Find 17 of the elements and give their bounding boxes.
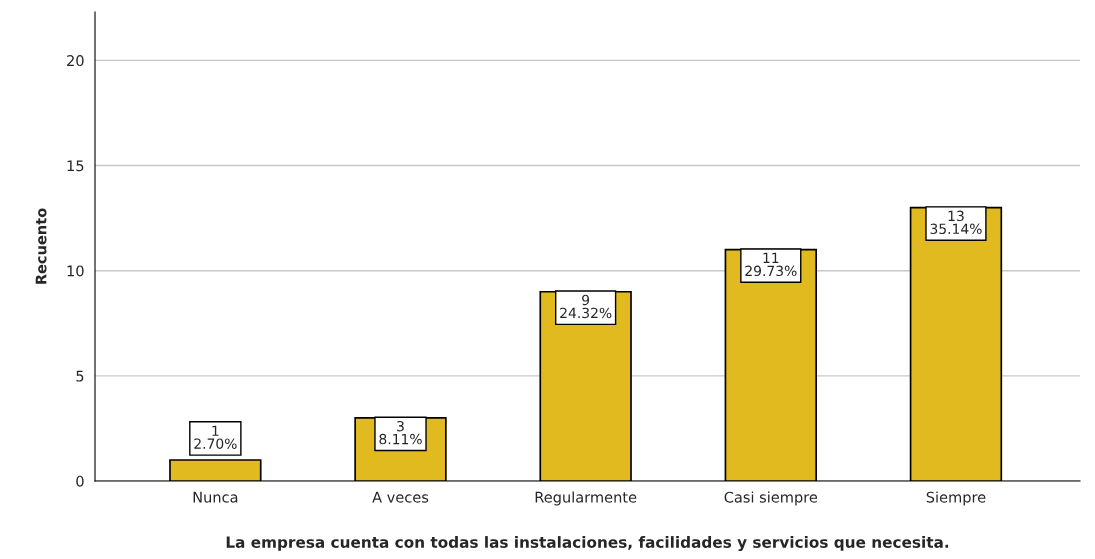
x-tick-label: Nunca: [193, 491, 238, 503]
data-label: 11 29.73%: [745, 252, 797, 277]
y-tick-label: 10: [67, 265, 84, 277]
data-label: 13 35.14%: [930, 210, 982, 235]
y-tick-label: 15: [67, 160, 84, 172]
x-tick-label: A veces: [372, 491, 429, 503]
y-tick-label: 0: [76, 475, 84, 487]
x-tick-label: Casi siempre: [724, 491, 818, 506]
data-label: 3 8.11%: [379, 420, 422, 445]
y-tick-label: 20: [67, 55, 84, 67]
data-label: 9 24.32%: [560, 294, 612, 319]
data-label: 1 2.70%: [194, 425, 237, 449]
x-tick-label: Siempre: [926, 491, 986, 506]
y-tick-label: 5: [76, 370, 84, 382]
x-tick-label: Regularmente: [535, 491, 637, 506]
y-axis-title: Recuento: [35, 208, 47, 284]
x-axis-title: La empresa cuenta con todas las instalaciones, facilidades y servicios que necesita.: [226, 536, 949, 551]
